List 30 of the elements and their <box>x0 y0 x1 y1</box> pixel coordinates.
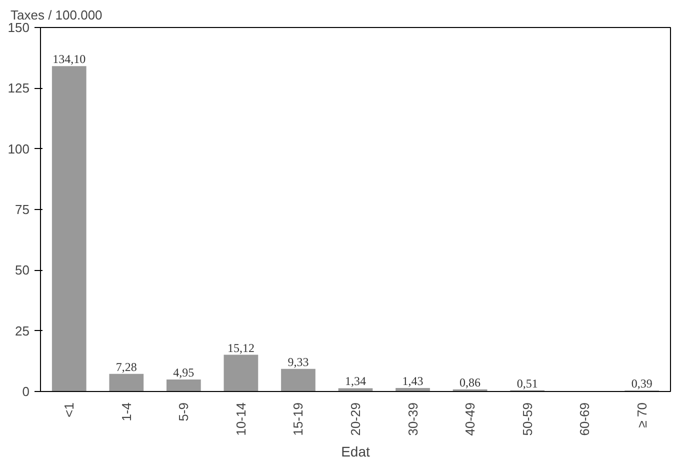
y-axis-title: Taxes / 100.000 <box>10 8 102 22</box>
data-label: 9,33 <box>288 354 309 369</box>
x-tick-label: ≥ 70 <box>634 402 650 428</box>
data-label: 0,39 <box>631 376 652 391</box>
y-tick-label: 25 <box>15 323 30 338</box>
x-tick-label: 20-29 <box>348 402 363 436</box>
y-tick-label: 75 <box>15 202 30 217</box>
y-tick-label: 150 <box>8 20 30 35</box>
y-tick-label: 100 <box>8 141 30 156</box>
x-tick-label: 15-19 <box>290 402 306 436</box>
y-tick-label: 125 <box>8 80 30 96</box>
data-label: 134,10 <box>52 52 86 66</box>
x-tick-label: 1-4 <box>118 402 134 422</box>
data-label: 0,86 <box>460 375 481 390</box>
x-tick-label: 40-49 <box>462 402 478 436</box>
y-tick-label: 0 <box>22 384 30 399</box>
x-tick-label: 60-69 <box>577 402 592 436</box>
x-tick-label: 5-9 <box>176 402 192 422</box>
x-tick-label: 10-14 <box>233 402 248 436</box>
y-tick-label: 50 <box>15 262 30 278</box>
x-axis-title: Edat <box>341 444 370 460</box>
data-label: 4,95 <box>173 365 194 380</box>
data-label: 0,51 <box>516 376 538 390</box>
data-label: 7,28 <box>116 360 137 374</box>
data-label: 1,34 <box>345 374 366 388</box>
data-label: 1,43 <box>402 374 424 388</box>
x-tick-label: 30-39 <box>405 402 420 436</box>
data-label: 15,12 <box>227 340 254 355</box>
x-tick-label: <1 <box>62 402 77 418</box>
x-tick-label: 50-59 <box>520 402 535 436</box>
